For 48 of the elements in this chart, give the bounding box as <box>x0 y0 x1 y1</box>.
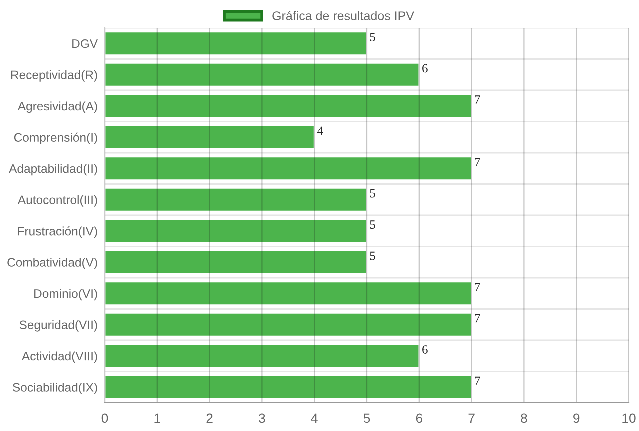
x-tick-label: 2 <box>206 414 213 423</box>
bar <box>105 187 368 212</box>
x-tick-label: 3 <box>259 414 266 424</box>
y-tick-label: Actividad(VIII) <box>22 352 98 364</box>
y-tick-label: Combatividad(V) <box>8 258 98 270</box>
bar <box>105 250 368 275</box>
bar <box>105 312 472 338</box>
x-tick-label: 8 <box>521 414 528 424</box>
bar <box>105 156 472 182</box>
y-tick-label: DGV <box>72 40 98 48</box>
bar <box>105 124 316 150</box>
y-tick-label: Comprensión(I) <box>14 132 98 144</box>
data-label: 5 <box>370 189 376 198</box>
y-tick-label: Autocontrol(III) <box>18 195 98 207</box>
y-tick-label: Sociabilidad(IX) <box>13 382 98 394</box>
data-label: 7 <box>475 283 480 292</box>
data-label: 4 <box>317 126 324 136</box>
y-tick-label: Adaptabilidad(II) <box>9 164 98 176</box>
y-tick-label: Dominio(VI) <box>34 289 98 301</box>
bar <box>105 94 472 119</box>
bar <box>105 62 420 88</box>
data-label: 6 <box>422 346 428 354</box>
data-label: 6 <box>422 64 428 73</box>
data-label: 5 <box>370 220 376 229</box>
x-tick-label: 7 <box>468 414 475 423</box>
x-tick-label: 4 <box>311 414 318 423</box>
legend-label: Gráfica de resultados IPV <box>272 11 414 20</box>
data-label: 7 <box>475 96 480 104</box>
data-label: 5 <box>370 33 376 42</box>
y-tick-label: Seguridad(VII) <box>20 320 98 332</box>
x-tick-label: 10 <box>622 414 636 424</box>
data-label: 7 <box>475 314 480 323</box>
data-label: 7 <box>475 376 480 386</box>
y-tick-label: Receptividad(R) <box>11 70 98 82</box>
bar <box>105 374 472 400</box>
bar <box>105 31 368 56</box>
bar <box>105 281 472 306</box>
x-tick-label: 5 <box>364 414 370 424</box>
bar <box>105 344 420 369</box>
data-label: 7 <box>475 158 480 166</box>
y-tick-label: Frustración(IV) <box>18 226 98 238</box>
x-tick-label: 1 <box>154 414 160 423</box>
x-tick-label: 0 <box>102 414 108 424</box>
bar <box>105 218 368 244</box>
y-tick-label: Agresividad(A) <box>18 102 98 114</box>
data-label: 5 <box>370 252 376 260</box>
x-tick-label: 9 <box>574 414 580 424</box>
x-tick-label: 6 <box>416 414 422 424</box>
